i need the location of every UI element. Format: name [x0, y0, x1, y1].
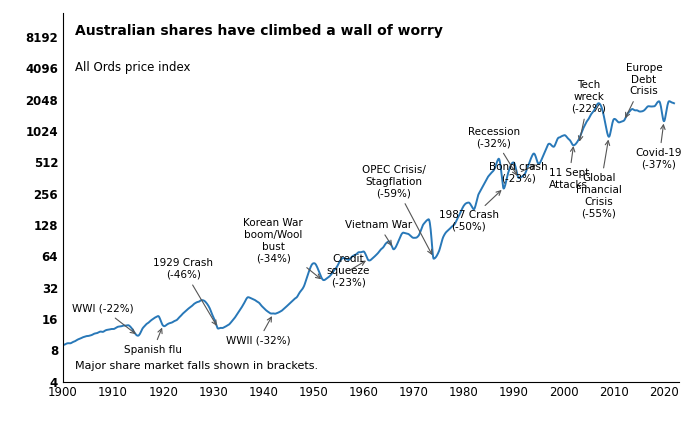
Text: Spanish flu: Spanish flu: [124, 329, 182, 355]
Text: Recession
(-32%): Recession (-32%): [468, 126, 520, 175]
Text: WWII (-32%): WWII (-32%): [226, 317, 290, 346]
Text: 11 Sept
Attacks: 11 Sept Attacks: [549, 147, 589, 190]
Text: OPEC Crisis/
Stagflation
(-59%): OPEC Crisis/ Stagflation (-59%): [362, 165, 432, 254]
Text: All Ords price index: All Ords price index: [76, 61, 191, 74]
Text: Korean War
boom/Wool
bust
(-34%): Korean War boom/Wool bust (-34%): [244, 218, 321, 279]
Text: Credit
squeeze
(-23%): Credit squeeze (-23%): [327, 254, 370, 287]
Text: WWI (-22%): WWI (-22%): [72, 304, 135, 333]
Text: Covid-19
(-37%): Covid-19 (-37%): [636, 125, 682, 170]
Text: 1929 Crash
(-46%): 1929 Crash (-46%): [153, 258, 216, 325]
Text: Bond crash
(-23%): Bond crash (-23%): [489, 162, 548, 184]
Text: Australian shares have climbed a wall of worry: Australian shares have climbed a wall of…: [76, 24, 443, 38]
Text: Major share market falls shown in brackets.: Major share market falls shown in bracke…: [76, 360, 318, 371]
Text: Europe
Debt
Crisis: Europe Debt Crisis: [626, 63, 662, 117]
Text: Global
Financial
Crisis
(-55%): Global Financial Crisis (-55%): [576, 141, 622, 218]
Text: Tech
wreck
(-22%): Tech wreck (-22%): [571, 81, 606, 140]
Text: Vietnam War: Vietnam War: [345, 220, 412, 245]
Text: 1987 Crash
(-50%): 1987 Crash (-50%): [439, 191, 500, 232]
